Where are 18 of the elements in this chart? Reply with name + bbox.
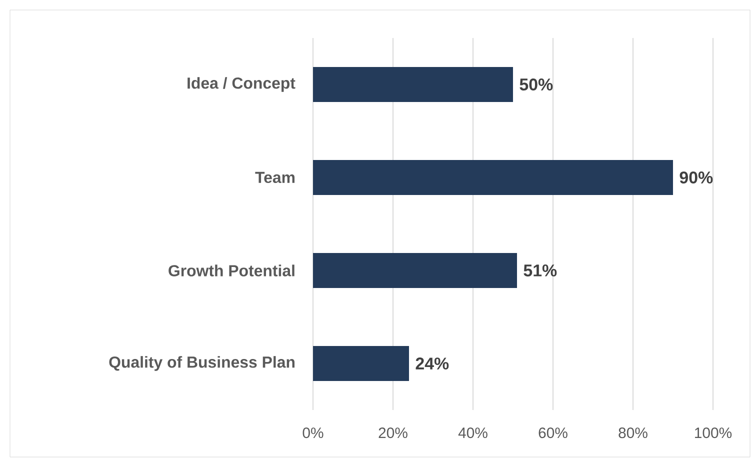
y-tick-label: Growth Potential <box>168 264 294 276</box>
x-tick-label: 60% <box>538 428 568 438</box>
data-label: 51% <box>524 264 557 276</box>
x-tick-label: 80% <box>618 428 648 438</box>
data-label: 90% <box>680 172 713 184</box>
bar <box>313 346 410 381</box>
y-tick-label: Quality of Business Plan <box>109 356 294 371</box>
y-tick-label: Idea / Concept <box>188 77 296 92</box>
data-label: 24% <box>416 358 449 370</box>
x-tick-label: 100% <box>695 428 732 438</box>
bar <box>313 253 518 288</box>
bar <box>313 160 674 195</box>
data-label: 50% <box>520 78 553 90</box>
x-tick-label: 40% <box>458 428 488 438</box>
bar <box>313 66 514 102</box>
y-tick-label: Team <box>255 172 294 184</box>
x-tick-label: 20% <box>378 428 408 438</box>
x-tick-label: 0% <box>302 428 324 438</box>
